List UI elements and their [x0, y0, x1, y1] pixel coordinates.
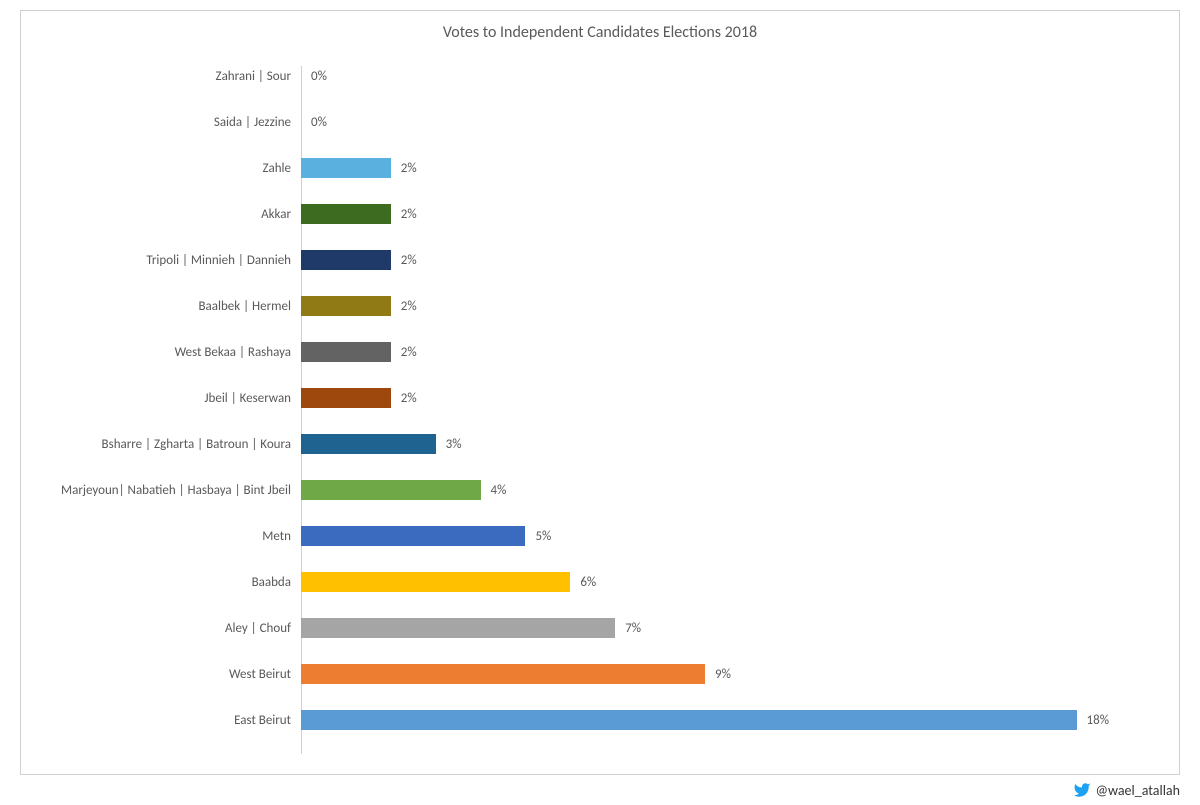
bar — [301, 618, 615, 638]
chart-row: Bsharre | Zgharta | Batroun | Koura3% — [301, 434, 1109, 454]
row-label: Baabda — [252, 575, 301, 590]
bar — [301, 250, 391, 270]
chart-row: Zahrani | Sour0% — [301, 66, 1109, 86]
bar — [301, 434, 436, 454]
row-label: West Beirut — [229, 667, 301, 682]
chart-row: Saida | Jezzine0% — [301, 112, 1109, 132]
chart-row: Jbeil | Keserwan2% — [301, 388, 1109, 408]
row-label: Tripoli | Minnieh | Dannieh — [146, 253, 301, 268]
bar — [301, 204, 391, 224]
value-label: 2% — [391, 161, 417, 176]
value-label: 3% — [436, 437, 462, 452]
value-label: 7% — [615, 621, 641, 636]
bar — [301, 388, 391, 408]
value-label: 6% — [570, 575, 596, 590]
value-label: 0% — [301, 115, 327, 130]
value-label: 2% — [391, 345, 417, 360]
row-label: East Beirut — [234, 713, 301, 728]
value-label: 2% — [391, 253, 417, 268]
attribution: @wael_atallah — [1073, 781, 1180, 799]
row-label: Jbeil | Keserwan — [204, 391, 301, 406]
row-label: Zahrani | Sour — [216, 69, 301, 84]
chart-row: Zahle2% — [301, 158, 1109, 178]
chart-row: Aley | Chouf7% — [301, 618, 1109, 638]
row-label: Metn — [262, 529, 301, 544]
plot-area: Zahrani | Sour0% Saida | Jezzine0% Zahle2%… — [301, 66, 1109, 754]
bar — [301, 480, 481, 500]
chart-row: Tripoli | Minnieh | Dannieh2% — [301, 250, 1109, 270]
value-label: 9% — [705, 667, 731, 682]
twitter-icon — [1073, 781, 1091, 799]
chart-container: Votes to Independent Candidates Election… — [20, 10, 1180, 775]
chart-title: Votes to Independent Candidates Election… — [21, 11, 1179, 62]
row-label: Akkar — [261, 207, 301, 222]
value-label: 2% — [391, 299, 417, 314]
chart-row: Akkar2% — [301, 204, 1109, 224]
row-label: Aley | Chouf — [225, 621, 301, 636]
bar — [301, 526, 525, 546]
bar — [301, 710, 1077, 730]
row-label: Bsharre | Zgharta | Batroun | Koura — [102, 437, 301, 452]
bar — [301, 296, 391, 316]
row-label: Marjeyoun| Nabatieh | Hasbaya | Bint Jbe… — [61, 483, 301, 498]
chart-row: Baalbek | Hermel2% — [301, 296, 1109, 316]
value-label: 2% — [391, 391, 417, 406]
row-label: Zahle — [262, 161, 301, 176]
bar — [301, 572, 570, 592]
row-label: Baalbek | Hermel — [198, 299, 301, 314]
value-label: 2% — [391, 207, 417, 222]
bar — [301, 664, 705, 684]
chart-row: East Beirut18% — [301, 710, 1109, 730]
bar — [301, 342, 391, 362]
value-label: 18% — [1077, 713, 1109, 728]
row-label: West Bekaa | Rashaya — [175, 345, 301, 360]
chart-row: Metn5% — [301, 526, 1109, 546]
chart-row: Baabda6% — [301, 572, 1109, 592]
row-label: Saida | Jezzine — [214, 115, 301, 130]
chart-row: West Bekaa | Rashaya2% — [301, 342, 1109, 362]
chart-row: West Beirut9% — [301, 664, 1109, 684]
value-label: 0% — [301, 69, 327, 84]
value-label: 4% — [481, 483, 507, 498]
bar — [301, 158, 391, 178]
chart-row: Marjeyoun| Nabatieh | Hasbaya | Bint Jbe… — [301, 480, 1109, 500]
value-label: 5% — [525, 529, 551, 544]
attribution-handle: @wael_atallah — [1095, 782, 1180, 799]
